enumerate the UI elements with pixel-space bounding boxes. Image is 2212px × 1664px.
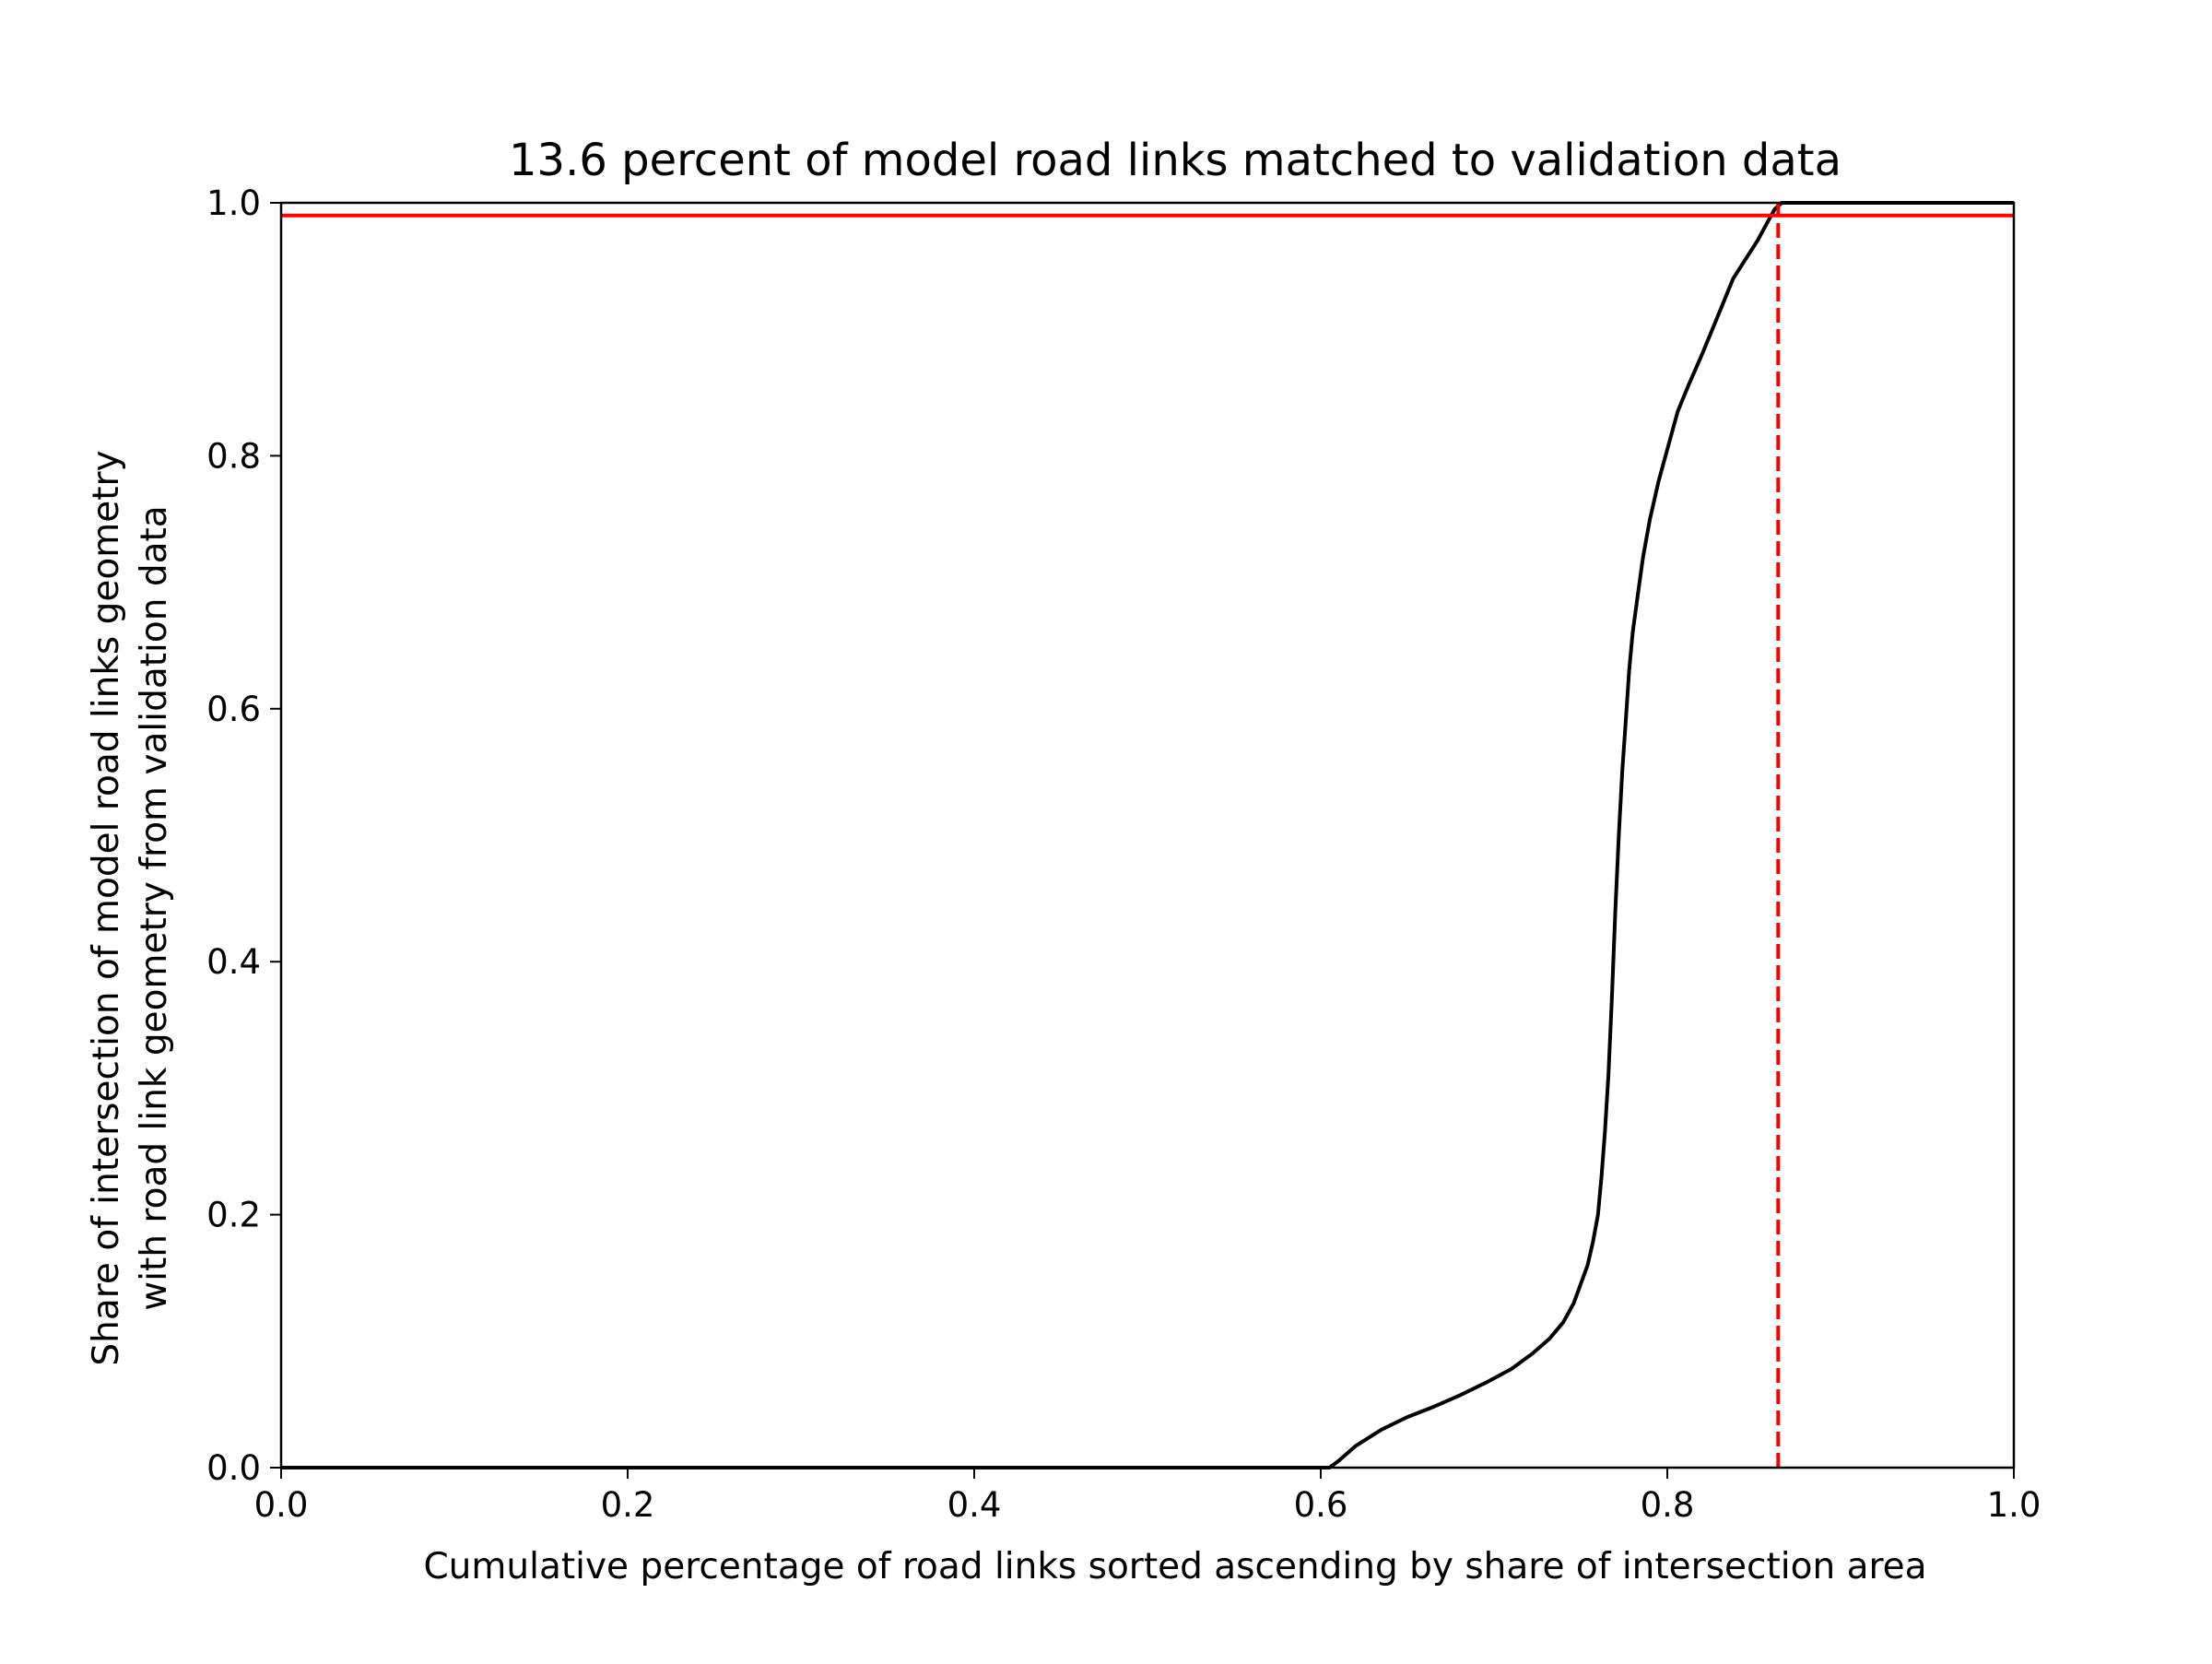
- axes-frame: [279, 201, 2016, 1469]
- x-tick-label: 0.2: [601, 1485, 655, 1525]
- y-tick-label: 1.0: [206, 183, 261, 223]
- chart-title: 13.6 percent of model road links matched…: [509, 135, 1841, 186]
- x-axis-label: Cumulative percentage of road links sort…: [423, 1546, 1926, 1587]
- x-tick-label: 0.0: [254, 1485, 309, 1525]
- x-tick-label: 0.8: [1641, 1485, 1695, 1525]
- x-tick-label: 0.4: [947, 1485, 1002, 1525]
- x-tick-label: 0.6: [1294, 1485, 1348, 1525]
- y-axis-label-line-1: Share of intersection of model road link…: [86, 450, 127, 1365]
- x-tick-label: 1.0: [1987, 1485, 2041, 1525]
- cumulative-share-line: [281, 201, 2014, 1469]
- y-tick-label: 0.8: [206, 436, 261, 476]
- y-tick-label: 0.6: [206, 690, 261, 729]
- y-tick-label: 0.2: [206, 1196, 261, 1235]
- y-axis-label-line-2: with road link geometry from validation …: [134, 505, 175, 1310]
- y-tick-label: 0.4: [206, 942, 261, 982]
- y-tick-label: 0.0: [206, 1448, 261, 1488]
- plot-area: [281, 201, 2014, 1469]
- axis-ticks: 0.0 0.2 0.4 0.6 0.8 1.0 0.0 0.2 0.4 0.6 0.8 1.0: [206, 183, 2041, 1525]
